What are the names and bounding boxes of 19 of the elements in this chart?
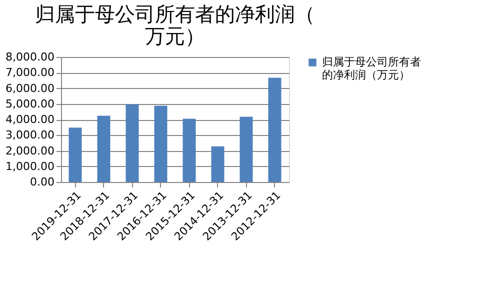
- y-tick-label: 4,000.00: [6, 113, 54, 126]
- bar: [211, 146, 224, 182]
- bar: [182, 118, 196, 182]
- y-tick-label: 2,000.00: [6, 144, 54, 158]
- bar: [126, 104, 139, 182]
- y-tick-label: 3,000.00: [6, 128, 54, 142]
- y-tick-label: 1,000.00: [6, 160, 54, 173]
- legend-label: 归属于母公司所有者的净利润（万元）: [322, 56, 421, 82]
- y-tick-label: 6,000.00: [6, 82, 54, 95]
- y-tick-label: 5,000.00: [6, 97, 54, 110]
- bar: [68, 128, 82, 182]
- y-tick-label: 8,000.00: [6, 50, 54, 64]
- bar: [268, 78, 282, 182]
- chart-title: 归属于母公司所有者的净利润（万元）: [35, 2, 315, 48]
- y-tick-label: 7,000.00: [6, 66, 54, 80]
- bar: [154, 106, 168, 182]
- bar: [97, 116, 110, 182]
- bar: [240, 116, 253, 182]
- y-tick-label: 0.00: [30, 176, 54, 188]
